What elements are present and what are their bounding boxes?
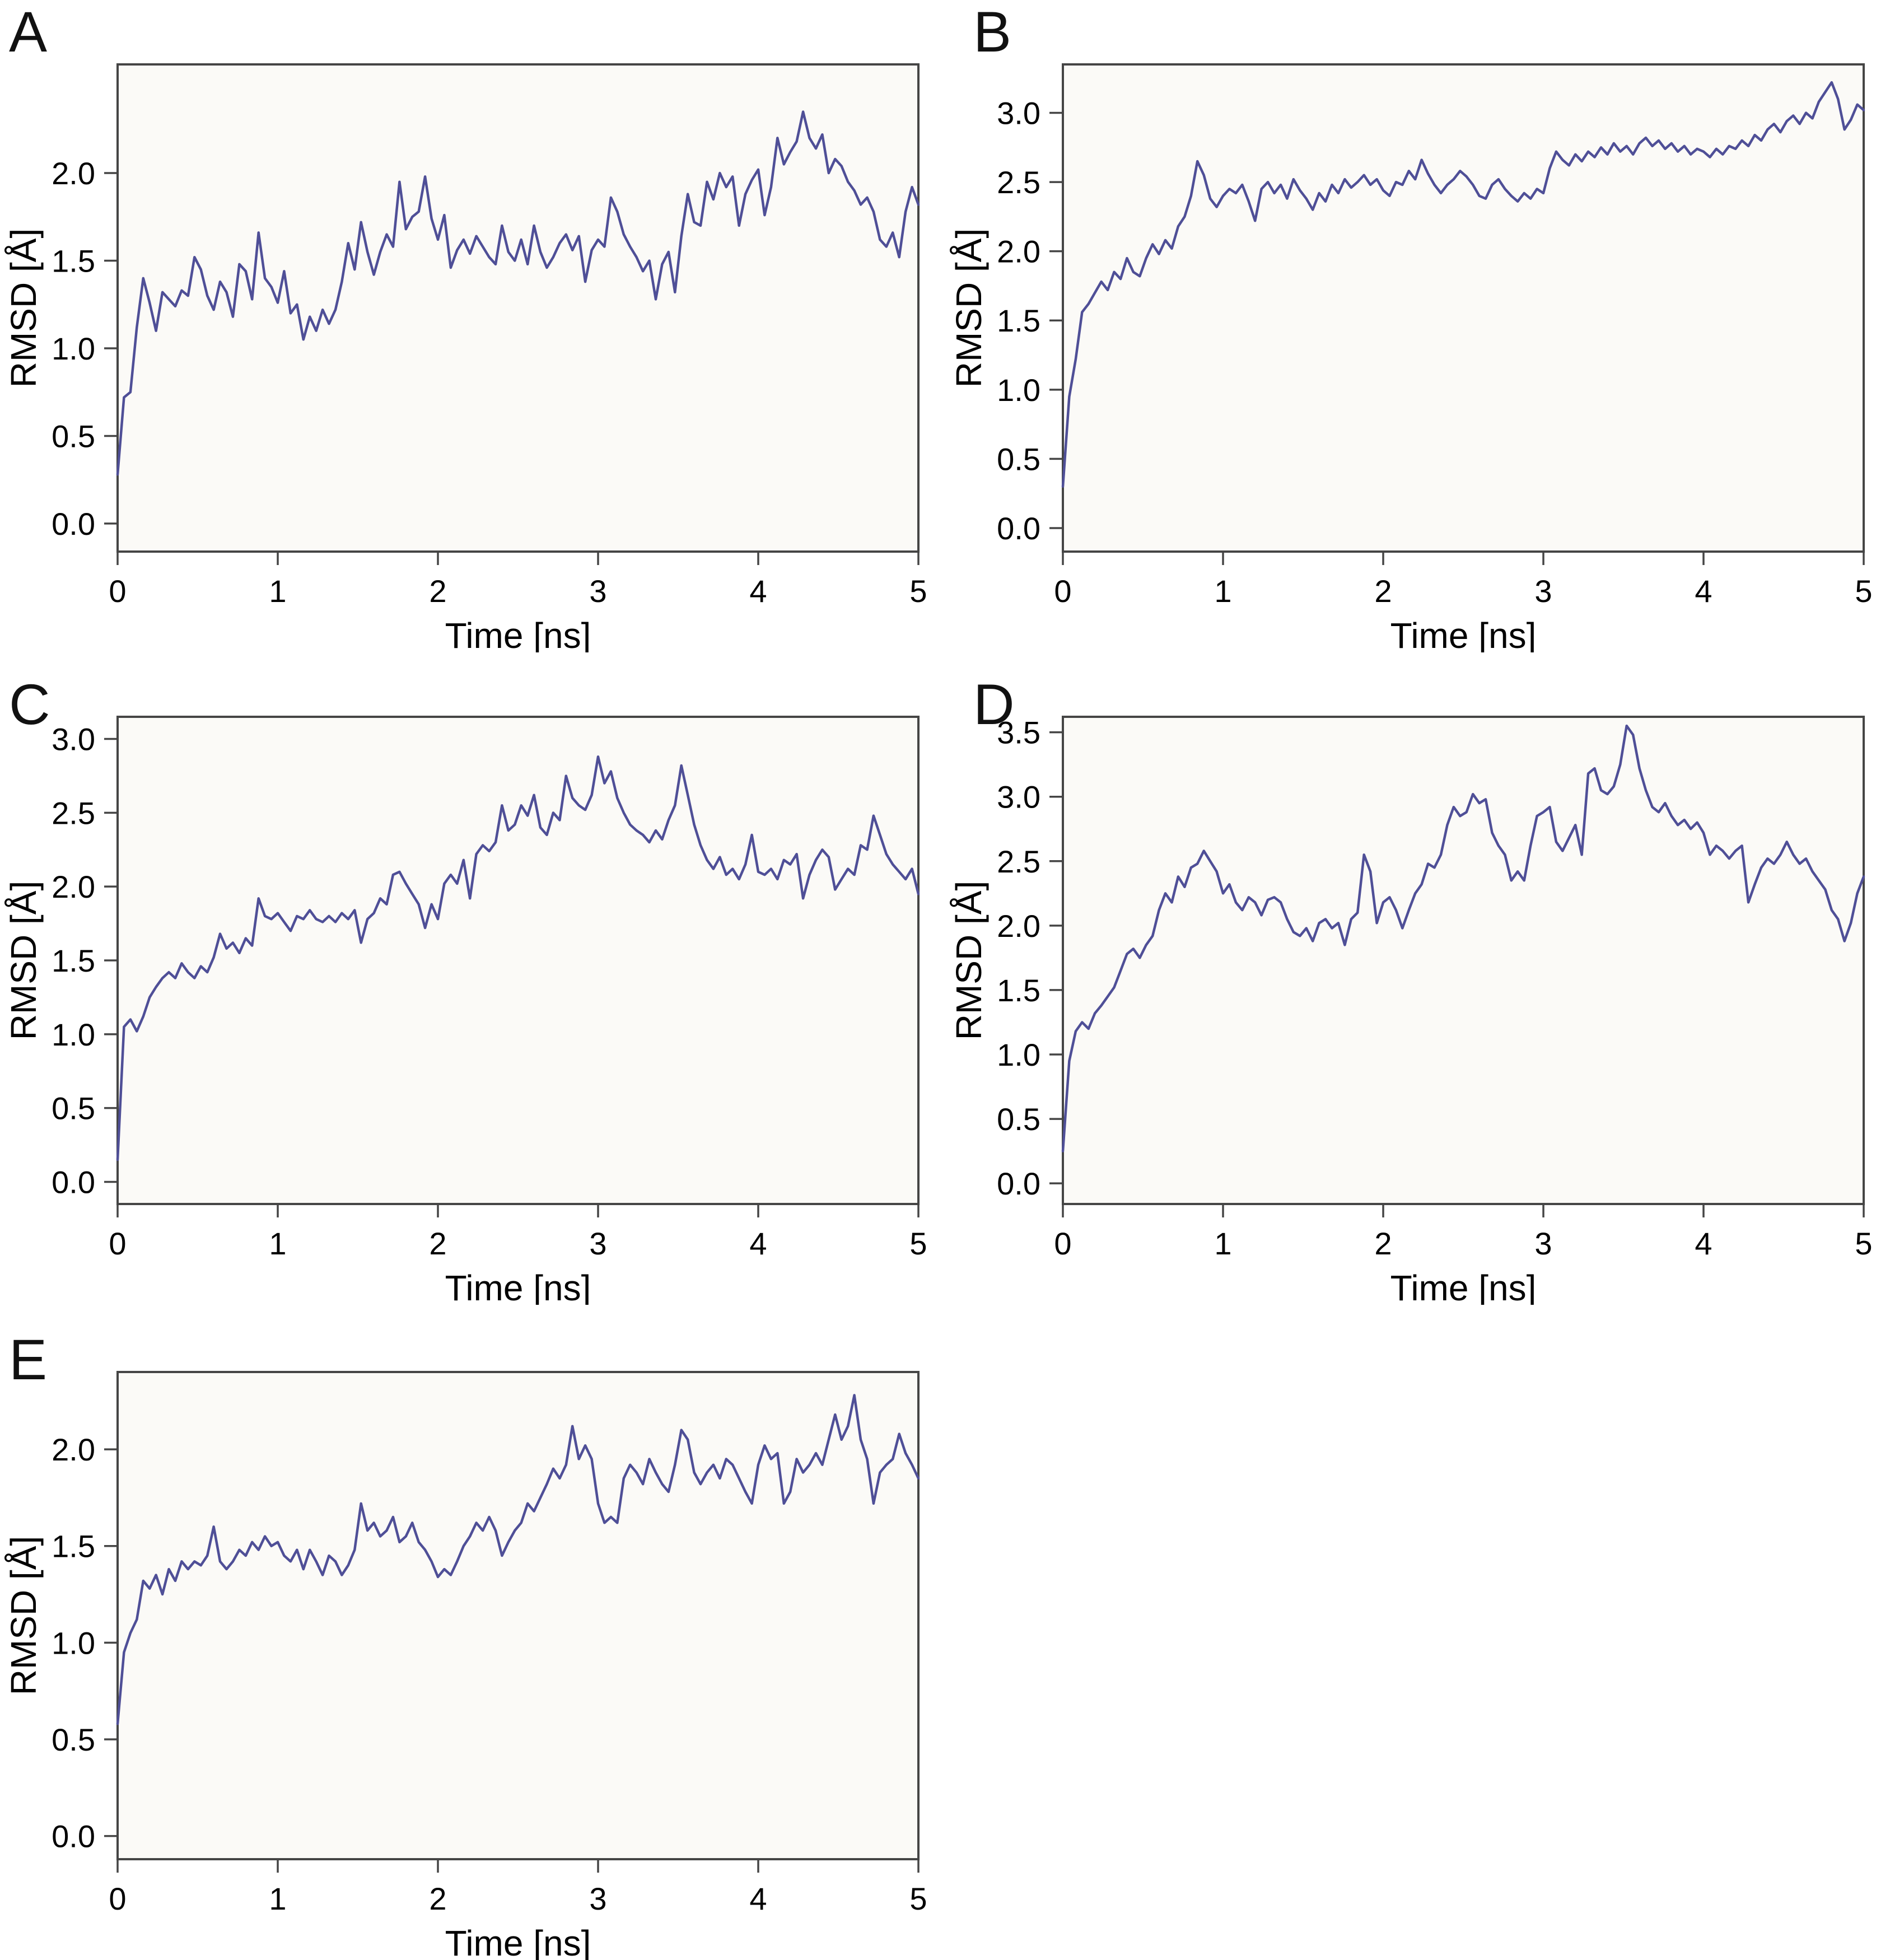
- panel-a: A 0 1 2 3 4 5 0.0 0.5 1.0 1.5 2.0 Time [ns] RMSD [Å]: [0, 0, 945, 652]
- x-tick-label: 1: [269, 1881, 286, 1916]
- y-axis-title: RMSD [Å]: [3, 881, 44, 1040]
- y-tick-label: 1.5: [52, 244, 95, 279]
- x-tick-label: 5: [909, 1881, 927, 1916]
- y-tick-label: 0.5: [997, 1102, 1040, 1137]
- x-tick-label: 5: [1855, 1226, 1872, 1261]
- y-tick-label: 0.0: [52, 506, 95, 542]
- y-tick-label: 2.0: [997, 908, 1040, 944]
- x-tick-label: 1: [1214, 573, 1231, 609]
- x-tick-label: 3: [589, 1226, 606, 1261]
- y-tick-label: 2.5: [997, 844, 1040, 879]
- panel-b-letter: B: [973, 0, 1012, 64]
- panel-c: C 0 1 2 3 4 5 0.0 0.5 1.0 1.5 2.0 2.5 3.0 Time [ns] RM…: [0, 652, 945, 1305]
- x-tick-label: 0: [109, 573, 126, 609]
- y-tick-label: 1.0: [52, 331, 95, 366]
- y-tick-label: 1.5: [997, 303, 1040, 338]
- x-tick-label: 5: [909, 573, 927, 609]
- y-tick-label: 0.0: [997, 511, 1040, 546]
- x-tick-label: 4: [1695, 573, 1712, 609]
- x-tick-label: 2: [429, 1881, 446, 1916]
- x-tick-label: 0: [109, 1881, 126, 1916]
- y-tick-label: 0.0: [997, 1166, 1040, 1201]
- x-tick-label: 3: [589, 573, 606, 609]
- y-tick-label: 3.0: [52, 722, 95, 757]
- plot-area-panel-D: [1062, 716, 1865, 1205]
- y-tick-label: 0.5: [52, 418, 95, 454]
- x-tick-label: 0: [1054, 1226, 1071, 1261]
- panel-a-chart: 0 1 2 3 4 5 0.0 0.5 1.0 1.5 2.0 Time [ns] RMSD [Å]: [3, 63, 927, 652]
- panel-d-chart: 0 1 2 3 4 5 0.0 0.5 1.0 1.5 2.0 2.5 3.0 3.5 Time [ns] R…: [949, 715, 1873, 1305]
- x-tick-label: 4: [749, 1881, 767, 1916]
- y-tick-label: 2.5: [52, 795, 95, 830]
- panel-e: E 0 1 2 3 4 5 0.0 0.5 1.0 1.5 2.0 Time [ns] RMSD [Å]: [0, 1308, 945, 1960]
- x-axis-title: Time [ns]: [445, 1268, 591, 1305]
- x-tick-label: 2: [1374, 1226, 1392, 1261]
- x-tick-label: 2: [429, 1226, 446, 1261]
- y-tick-label: 2.0: [997, 234, 1040, 269]
- y-tick-label: 2.5: [997, 165, 1040, 200]
- x-tick-label: 0: [109, 1226, 126, 1261]
- y-tick-label: 2.0: [52, 1432, 95, 1467]
- panel-a-letter: A: [9, 0, 48, 64]
- y-axis-title: RMSD [Å]: [3, 228, 44, 388]
- x-tick-label: 2: [1374, 573, 1392, 609]
- y-axis-title: RMSD [Å]: [949, 228, 989, 388]
- y-tick-label: 0.5: [52, 1091, 95, 1126]
- x-tick-label: 5: [1855, 573, 1872, 609]
- y-axis-title: RMSD [Å]: [3, 1536, 44, 1695]
- rmsd-trace-panel-A: [116, 110, 920, 476]
- plot-area-panel-B: [1062, 63, 1865, 553]
- x-tick-label: 0: [1054, 573, 1071, 609]
- plot-area-panel-A: [116, 63, 920, 553]
- panel-e-letter: E: [9, 1328, 48, 1392]
- y-tick-label: 1.0: [997, 1037, 1040, 1072]
- rmsd-trace-panel-B: [1061, 81, 1865, 488]
- plot-area-panel-C: [116, 716, 920, 1205]
- x-tick-label: 1: [1214, 1226, 1231, 1261]
- x-tick-label: 3: [589, 1881, 606, 1916]
- x-axis-title: Time [ns]: [445, 1923, 591, 1960]
- panel-d-letter: D: [973, 673, 1015, 736]
- x-tick-label: 4: [1695, 1226, 1712, 1261]
- y-tick-label: 3.0: [997, 96, 1040, 131]
- x-tick-label: 3: [1534, 1226, 1552, 1261]
- x-tick-label: 1: [269, 1226, 286, 1261]
- x-tick-label: 5: [909, 1226, 927, 1261]
- y-tick-label: 0.5: [997, 441, 1040, 477]
- x-axis-title: Time [ns]: [1390, 1268, 1537, 1305]
- rmsd-trace-panel-D: [1061, 724, 1865, 1152]
- x-tick-label: 1: [269, 573, 286, 609]
- y-tick-label: 1.0: [997, 372, 1040, 408]
- y-tick-label: 1.5: [52, 943, 95, 978]
- y-tick-label: 1.0: [52, 1625, 95, 1660]
- y-tick-label: 0.0: [52, 1819, 95, 1854]
- rmsd-trace-panel-E: [116, 1394, 920, 1725]
- x-axis-title: Time [ns]: [1390, 615, 1537, 652]
- panel-e-chart: 0 1 2 3 4 5 0.0 0.5 1.0 1.5 2.0 Time [ns] RMSD [Å]: [3, 1371, 927, 1960]
- x-tick-label: 4: [749, 573, 767, 609]
- y-tick-label: 1.5: [52, 1529, 95, 1564]
- y-tick-label: 0.0: [52, 1164, 95, 1200]
- rmsd-trace-panel-C: [116, 755, 920, 1161]
- x-tick-label: 2: [429, 573, 446, 609]
- y-tick-label: 3.5: [997, 715, 1040, 750]
- y-tick-label: 2.0: [52, 156, 95, 191]
- y-tick-label: 3.0: [997, 780, 1040, 815]
- y-tick-label: 2.0: [52, 869, 95, 904]
- panel-d: D 0 1 2 3 4 5 0.0 0.5 1.0 1.5 2.0 2.5 3.0 3.5 Time [ns…: [945, 652, 1890, 1305]
- panel-b: B 0 1 2 3 4 5 0.0 0.5 1.0 1.5 2.0 2.5 3.0 Time [ns] RM…: [945, 0, 1890, 652]
- y-tick-label: 1.0: [52, 1017, 95, 1052]
- y-axis-title: RMSD [Å]: [949, 881, 989, 1040]
- x-tick-label: 4: [749, 1226, 767, 1261]
- x-tick-label: 3: [1534, 573, 1552, 609]
- y-tick-label: 1.5: [997, 973, 1040, 1008]
- panel-c-letter: C: [9, 673, 50, 736]
- x-axis-title: Time [ns]: [445, 615, 591, 652]
- plot-area-panel-E: [116, 1371, 920, 1860]
- y-tick-label: 0.5: [52, 1722, 95, 1757]
- panel-c-chart: 0 1 2 3 4 5 0.0 0.5 1.0 1.5 2.0 2.5 3.0 Time [ns] RMSD…: [3, 716, 927, 1305]
- panel-b-chart: 0 1 2 3 4 5 0.0 0.5 1.0 1.5 2.0 2.5 3.0 Time [ns] RMSD…: [949, 63, 1873, 652]
